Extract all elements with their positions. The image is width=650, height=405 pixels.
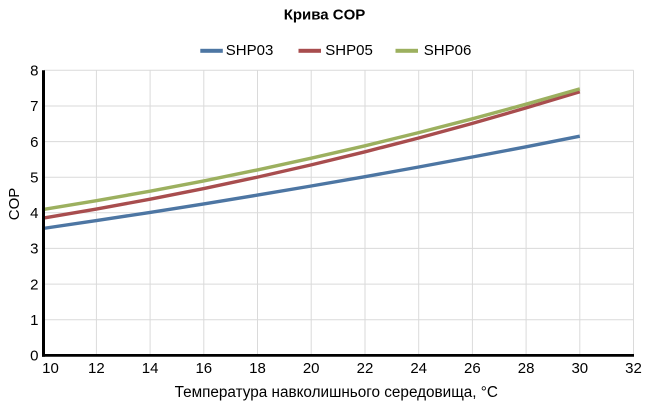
svg-text:1: 1 xyxy=(30,312,38,329)
svg-text:COP: COP xyxy=(6,188,23,221)
svg-text:18: 18 xyxy=(249,360,266,377)
svg-text:14: 14 xyxy=(142,360,159,377)
svg-text:0: 0 xyxy=(30,348,38,365)
svg-text:7: 7 xyxy=(30,98,38,115)
svg-text:26: 26 xyxy=(464,360,481,377)
svg-text:Температура навколишнього сере: Температура навколишнього середовища, °C xyxy=(175,384,498,401)
svg-text:32: 32 xyxy=(625,360,642,377)
svg-text:SHP06: SHP06 xyxy=(424,42,472,59)
svg-text:5: 5 xyxy=(30,169,38,186)
svg-text:20: 20 xyxy=(303,360,320,377)
svg-text:16: 16 xyxy=(195,360,212,377)
svg-text:4: 4 xyxy=(30,205,38,222)
svg-text:24: 24 xyxy=(410,360,427,377)
svg-text:10: 10 xyxy=(42,360,59,377)
svg-text:28: 28 xyxy=(518,360,535,377)
svg-text:3: 3 xyxy=(30,241,38,258)
svg-text:22: 22 xyxy=(357,360,374,377)
svg-text:Крива COP: Крива COP xyxy=(284,6,366,23)
svg-text:6: 6 xyxy=(30,134,38,151)
svg-text:30: 30 xyxy=(571,360,588,377)
svg-text:SHP03: SHP03 xyxy=(226,42,274,59)
svg-text:2: 2 xyxy=(30,276,38,293)
svg-text:SHP05: SHP05 xyxy=(325,42,373,59)
svg-text:8: 8 xyxy=(30,63,38,80)
svg-text:12: 12 xyxy=(88,360,105,377)
